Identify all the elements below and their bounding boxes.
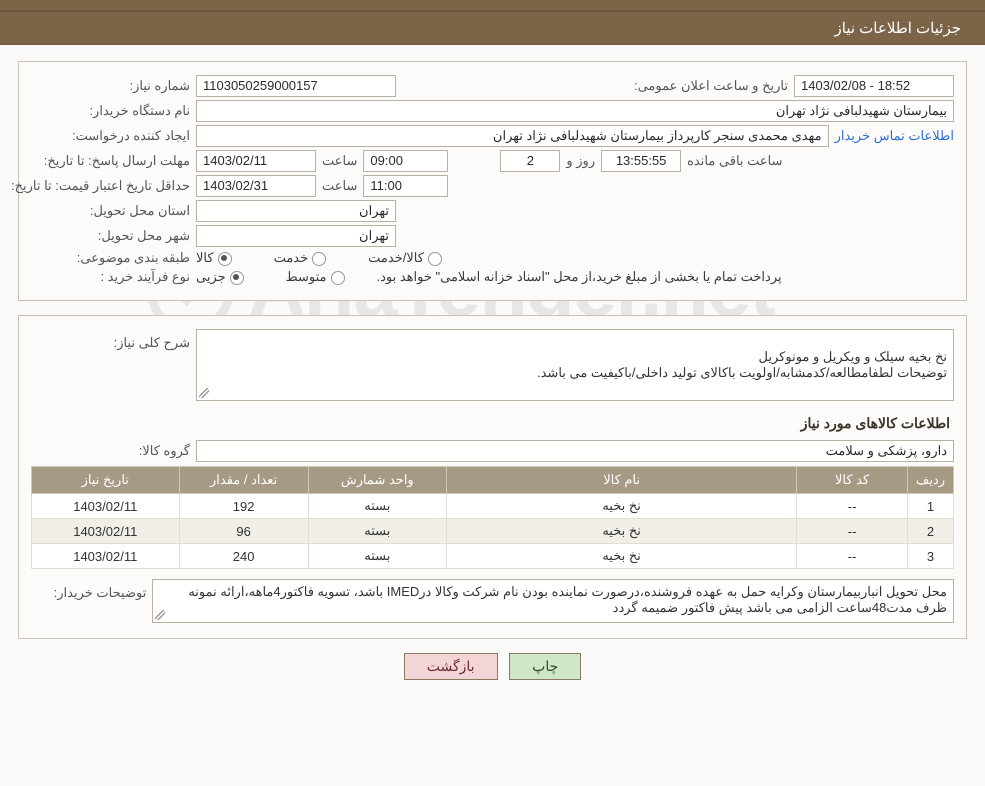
need-desc-label: شرح کلی نیاز: (31, 329, 190, 351)
goods-group-field: دارو، پزشکی و سلامت (196, 440, 954, 462)
province-field: تهران (196, 200, 396, 222)
price-valid-label: حداقل تاریخ اعتبار قیمت: تا تاریخ: (31, 178, 190, 194)
need-desc-textarea[interactable]: نخ بخیه سیلک و ویکریل و مونوکریل توضیحات… (196, 329, 954, 401)
city-label: شهر محل تحویل: (31, 228, 190, 244)
cell: 192 (179, 494, 308, 519)
table-row: 3 -- نخ بخیه بسته 240 1403/02/11 (32, 544, 954, 569)
price-valid-time-field: 11:00 (363, 175, 448, 197)
need-info-panel: شماره نیاز: 1103050259000157 تاریخ و ساع… (18, 61, 967, 301)
resize-handle-icon[interactable] (199, 388, 209, 398)
remain-days-field: 2 (500, 150, 560, 172)
cell: بسته (308, 544, 446, 569)
cell: بسته (308, 519, 446, 544)
buyer-contact-link[interactable]: اطلاعات تماس خریدار (835, 128, 954, 144)
public-announce-label: تاریخ و ساعت اعلان عمومی: (634, 78, 788, 94)
time-label-1: ساعت (322, 153, 357, 169)
city-field: تهران (196, 225, 396, 247)
buyer-notes-textarea[interactable]: محل تحویل انباربیمارستان وکرایه حمل به ع… (152, 579, 954, 623)
radio-goods-service[interactable]: کالا/خدمت (368, 250, 442, 266)
cell: نخ بخیه (446, 519, 796, 544)
table-header-row: ردیف کد کالا نام کالا واحد شمارش تعداد /… (32, 467, 954, 494)
items-section-title: اطلاعات کالاهای مورد نیاز (35, 415, 950, 432)
table-row: 2 -- نخ بخیه بسته 96 1403/02/11 (32, 519, 954, 544)
cell: -- (797, 494, 908, 519)
col-needdate: تاریخ نیاز (32, 467, 180, 494)
back-button[interactable]: بازگشت (404, 653, 498, 680)
col-unit: واحد شمارش (308, 467, 446, 494)
price-valid-date-field: 1403/02/31 (196, 175, 316, 197)
remain-days-label: روز و (566, 153, 595, 169)
buyer-org-label: نام دستگاه خریدار: (31, 103, 190, 119)
cell: -- (797, 544, 908, 569)
items-table: ردیف کد کالا نام کالا واحد شمارش تعداد /… (31, 466, 954, 569)
need-desc-text: نخ بخیه سیلک و ویکریل و مونوکریل توضیحات… (537, 349, 947, 380)
purchase-note: پرداخت تمام یا بخشی از مبلغ خرید،از محل … (377, 269, 782, 285)
purchase-type-label: نوع فرآیند خرید : (31, 269, 190, 285)
print-button[interactable]: چاپ (509, 653, 581, 680)
requester-label: ایجاد کننده درخواست: (31, 128, 190, 144)
public-announce-field: 1403/02/08 - 18:52 (794, 75, 954, 97)
goods-group-label: گروه کالا: (31, 443, 190, 459)
page-header: جزئیات اطلاعات نیاز (0, 10, 985, 45)
cell: 240 (179, 544, 308, 569)
remain-time-field: 13:55:55 (601, 150, 681, 172)
cell: -- (797, 519, 908, 544)
buyer-notes-label: توضیحات خریدار: (31, 579, 146, 601)
deadline-time-field: 09:00 (363, 150, 448, 172)
top-accent-bar (0, 0, 985, 10)
cell: بسته (308, 494, 446, 519)
bottom-buttons: چاپ بازگشت (0, 653, 985, 680)
cell: 1 (907, 494, 953, 519)
cell: 2 (907, 519, 953, 544)
col-qty: تعداد / مقدار (179, 467, 308, 494)
cell: 96 (179, 519, 308, 544)
cell: 1403/02/11 (32, 519, 180, 544)
classification-label: طبقه بندی موضوعی: (31, 250, 190, 266)
province-label: استان محل تحویل: (31, 203, 190, 219)
need-number-label: شماره نیاز: (31, 78, 190, 94)
need-details-panel: شرح کلی نیاز: نخ بخیه سیلک و ویکریل و مو… (18, 315, 967, 639)
radio-medium[interactable]: متوسط (286, 269, 345, 285)
requester-field: مهدی محمدی سنجر کارپرداز بیمارستان شهیدل… (196, 125, 829, 147)
cell: 1403/02/11 (32, 494, 180, 519)
radio-partial[interactable]: جزیی (196, 269, 244, 285)
time-label-2: ساعت (322, 178, 357, 194)
cell: نخ بخیه (446, 494, 796, 519)
cell: 1403/02/11 (32, 544, 180, 569)
buyer-notes-text: محل تحویل انباربیمارستان وکرایه حمل به ع… (188, 584, 947, 615)
resize-handle-icon[interactable] (155, 610, 165, 620)
need-number-field: 1103050259000157 (196, 75, 396, 97)
col-name: نام کالا (446, 467, 796, 494)
page-title: جزئیات اطلاعات نیاز (835, 20, 962, 37)
radio-goods[interactable]: کالا (196, 250, 232, 266)
deadline-label: مهلت ارسال پاسخ: تا تاریخ: (31, 153, 190, 169)
radio-service[interactable]: خدمت (274, 250, 327, 266)
col-rownum: ردیف (907, 467, 953, 494)
deadline-date-field: 1403/02/11 (196, 150, 316, 172)
cell: 3 (907, 544, 953, 569)
table-row: 1 -- نخ بخیه بسته 192 1403/02/11 (32, 494, 954, 519)
buyer-org-field: بیمارستان شهیدلبافی نژاد تهران (196, 100, 954, 122)
remain-hours-label: ساعت باقی مانده (687, 153, 782, 169)
cell: نخ بخیه (446, 544, 796, 569)
col-code: کد کالا (797, 467, 908, 494)
